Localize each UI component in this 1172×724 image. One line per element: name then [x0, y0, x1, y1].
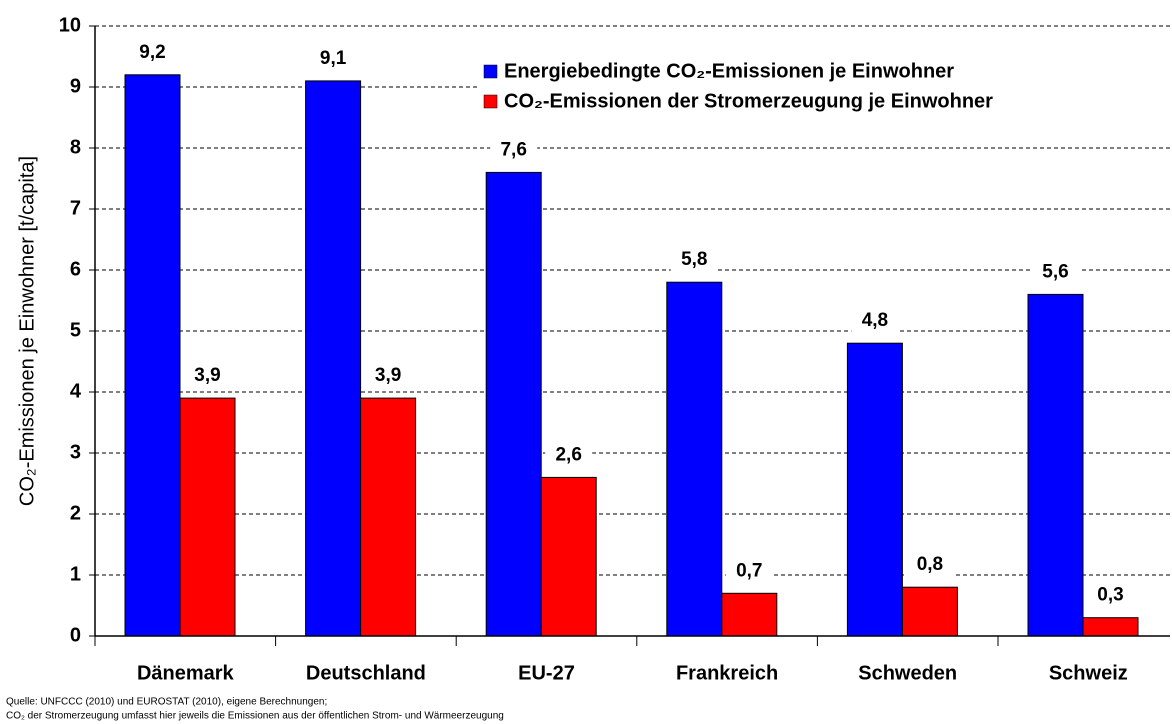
bar — [305, 80, 362, 637]
value-label: 9,1 — [320, 48, 347, 69]
y-tick-label: 8 — [70, 136, 81, 158]
bar — [666, 281, 723, 637]
value-label: 0,3 — [1097, 585, 1123, 606]
y-tick-label: 2 — [70, 502, 81, 524]
value-label-bg — [906, 551, 954, 578]
bar — [179, 397, 236, 637]
legend-box — [478, 52, 1170, 120]
value-label-bg — [1087, 581, 1134, 608]
value-label-bg — [725, 557, 773, 584]
value-label-bg — [129, 38, 176, 65]
y-tick-label: 0 — [70, 624, 81, 646]
value-label-bg — [364, 362, 412, 389]
y-tick-label: 4 — [70, 380, 82, 402]
y-tick-label: 1 — [70, 563, 81, 585]
x-tick-label: Schweden — [858, 662, 957, 684]
value-label: 0,8 — [917, 554, 943, 575]
bar — [901, 586, 958, 637]
y-tick-label: 9 — [70, 75, 81, 97]
value-label: 2,6 — [555, 444, 581, 465]
source-note: CO₂ der Stromerzeugung umfasst hier jewe… — [6, 711, 504, 722]
bar — [124, 74, 181, 637]
y-axis-label: CO₂-Emissionen je Einwohner [t/capita] — [16, 156, 38, 506]
value-label: 7,6 — [500, 139, 526, 160]
value-label-bg — [309, 44, 357, 71]
value-label: 0,7 — [736, 560, 762, 581]
bar — [721, 592, 778, 637]
bar — [1027, 293, 1084, 637]
bar — [360, 397, 417, 637]
value-label: 4,8 — [862, 310, 888, 331]
bar — [846, 342, 903, 637]
value-label: 3,9 — [194, 365, 220, 386]
legend-swatch — [483, 64, 498, 79]
value-label-bg — [545, 441, 593, 468]
value-label: 5,6 — [1042, 261, 1068, 282]
legend-label: Energiebedingte CO₂-Emissionen je Einwoh… — [504, 60, 954, 82]
value-label-bg — [1032, 258, 1079, 285]
x-tick-label: EU-27 — [518, 662, 575, 684]
value-label-bg — [490, 136, 538, 163]
value-label-bg — [670, 246, 718, 273]
value-label-bg — [851, 307, 899, 334]
bar — [485, 171, 542, 637]
x-tick-label: Frankreich — [676, 662, 778, 684]
y-tick-label: 10 — [59, 14, 81, 36]
bar — [540, 476, 597, 637]
legend-label: CO₂-Emissionen der Stromerzeugung je Ein… — [504, 90, 993, 112]
x-tick-label: Schweiz — [1049, 662, 1128, 684]
y-tick-label: 3 — [70, 441, 81, 463]
y-tick-label: 5 — [70, 319, 81, 341]
x-tick-label: Deutschland — [306, 662, 426, 684]
x-tick-label: Dänemark — [137, 662, 235, 684]
value-label: 9,2 — [139, 42, 165, 63]
value-label-bg — [184, 362, 231, 389]
bar — [1082, 617, 1139, 637]
source-note: Quelle: UNFCCC (2010) und EUROSTAT (2010… — [6, 697, 327, 708]
y-tick-label: 6 — [70, 258, 81, 280]
y-tick-label: 7 — [70, 197, 81, 219]
value-label: 3,9 — [375, 365, 401, 386]
legend-swatch — [483, 94, 498, 109]
value-label: 5,8 — [681, 249, 707, 270]
